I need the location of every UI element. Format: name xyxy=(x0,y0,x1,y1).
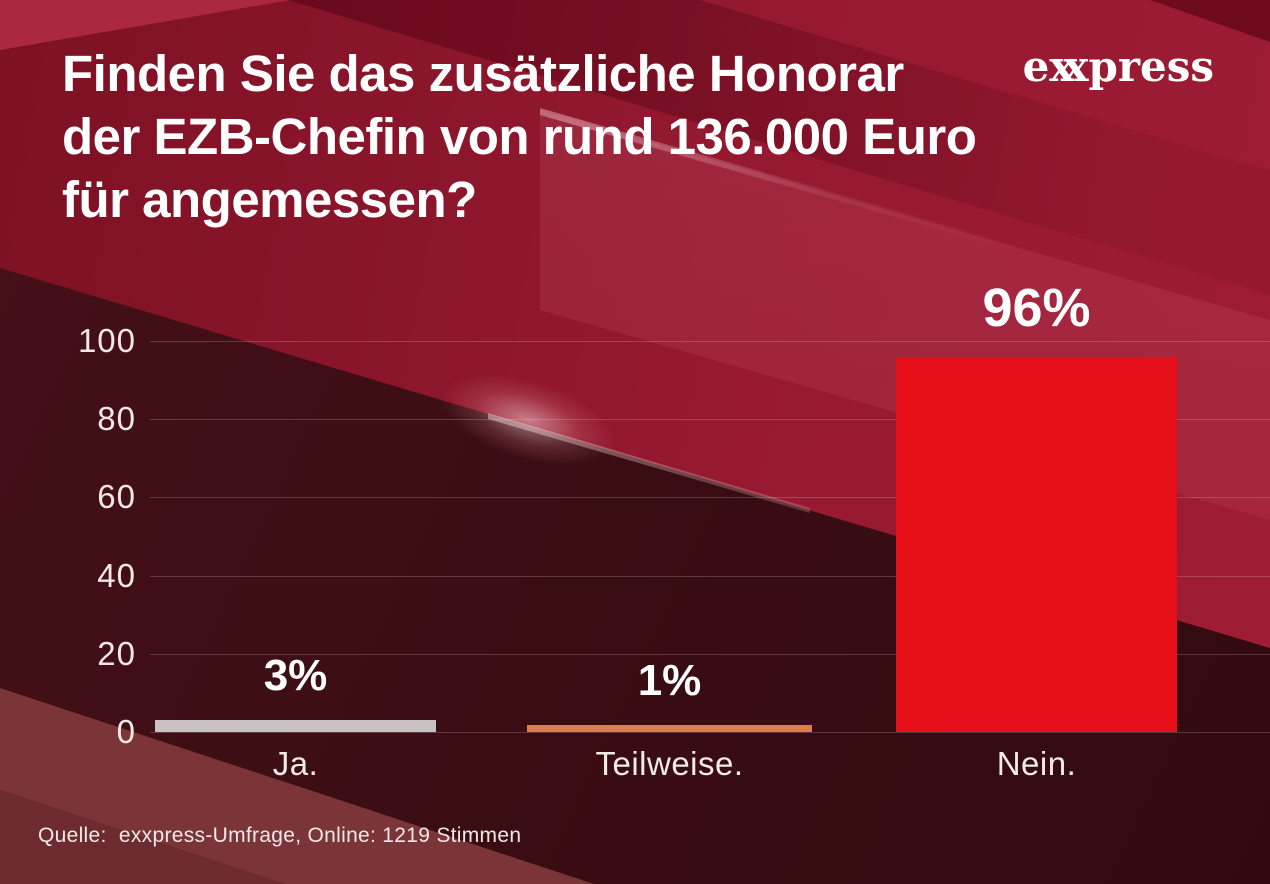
gridline-60 xyxy=(150,497,1270,498)
category-label-nein: Nein. xyxy=(996,745,1077,782)
y-tick-label-40: 40 xyxy=(97,557,136,594)
page-title: Finden Sie das zusätzliche Honorar der E… xyxy=(62,42,977,231)
y-tick-label-20: 20 xyxy=(97,635,136,672)
y-tick-label-60: 60 xyxy=(97,478,136,515)
exxpress-logo: exxpress xyxy=(1023,46,1214,88)
title-line-1: Finden Sie das zusätzliche Honorar xyxy=(62,45,904,102)
logo-xx-monogram: xx xyxy=(1049,42,1089,91)
category-label-ja: Ja. xyxy=(272,745,319,782)
source-note: Quelle: exxpress-Umfrage, Online: 1219 S… xyxy=(38,824,522,847)
gridline-0 xyxy=(150,732,1270,733)
gridline-20 xyxy=(150,654,1270,655)
logo-prefix: e xyxy=(1022,42,1050,91)
value-label-nein: 96% xyxy=(982,278,1091,338)
gridline-40 xyxy=(150,576,1270,577)
category-label-teilweise: Teilweise. xyxy=(595,745,744,782)
bar-nein xyxy=(896,357,1177,732)
logo-suffix: press xyxy=(1088,42,1214,91)
y-tick-label-100: 100 xyxy=(77,322,136,359)
value-label-ja: 3% xyxy=(263,651,328,700)
gridline-80 xyxy=(150,419,1270,420)
title-line-3: für angemessen? xyxy=(62,171,477,228)
gridline-100 xyxy=(150,341,1270,342)
y-tick-label-80: 80 xyxy=(97,400,136,437)
value-label-teilweise: 1% xyxy=(637,656,702,705)
y-tick-label-0: 0 xyxy=(116,713,136,750)
bar-ja xyxy=(155,720,436,732)
bar-teilweise xyxy=(527,725,812,732)
title-line-2: der EZB-Chefin von rund 136.000 Euro xyxy=(62,108,977,165)
